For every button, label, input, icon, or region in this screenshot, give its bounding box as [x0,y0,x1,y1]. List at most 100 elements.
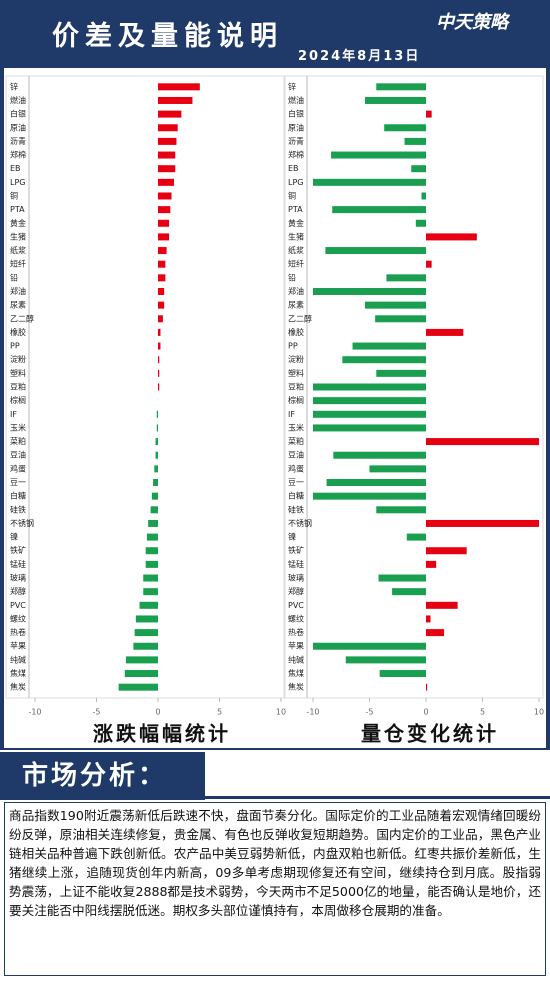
category-label: 苹果 [288,641,304,651]
bar [158,342,161,350]
category-label: EB [288,164,299,173]
category-label: 菜粕 [10,436,26,446]
bar [313,642,426,650]
bar [313,178,426,186]
bar [406,533,426,541]
category-label: 生猪 [10,231,26,241]
category-label: 生猪 [288,231,304,241]
bar [158,369,160,377]
category-label: 沥青 [288,136,304,146]
category-label: 豆粕 [10,382,26,392]
category-label: 锰硅 [288,559,304,569]
bar [384,124,426,132]
category-label: 纯碱 [10,654,26,664]
bar [158,96,193,104]
bar [421,192,426,200]
category-label: 纸浆 [288,245,304,255]
category-label: 热卷 [288,627,304,637]
x-tick-label: -10 [28,708,41,717]
category-label: 尿素 [288,300,304,310]
page-title: 价差及量能说明 [52,21,283,52]
bar [134,629,158,637]
category-label: 郑油 [288,286,304,296]
category-label: 焦炭 [10,682,26,692]
category-label: 焦炭 [288,682,304,692]
bar [375,315,426,323]
x-tick-label: -5 [93,708,101,717]
category-label: LPG [10,178,25,187]
bar [313,492,426,500]
category-label: 短纤 [10,259,26,269]
bar [333,451,426,459]
category-label: 焦煤 [10,668,26,678]
category-label: 豆一 [288,478,304,487]
bar [364,301,426,309]
bar [426,519,539,527]
x-tick-label: 0 [155,708,160,717]
bar [376,506,426,514]
category-label: 棕榈 [288,395,304,405]
category-label: 铅 [288,272,296,282]
category-label: 镍 [10,532,18,542]
category-label: 豆粕 [288,382,304,392]
bar [326,479,426,487]
bar [313,424,426,432]
category-label: 纸浆 [10,245,26,255]
bar [158,274,166,282]
x-tick-label: 10 [534,708,544,717]
bar [145,560,158,568]
category-label: 硅铁 [10,504,26,514]
bar [369,465,426,473]
bar [158,383,160,391]
category-label: 锌 [288,81,296,91]
bar [151,492,158,500]
bar [158,260,166,268]
divider [205,796,550,799]
bar [426,601,458,609]
category-label: LPG [288,178,303,187]
category-label: IF [10,410,17,419]
category-label: 铅 [10,272,18,282]
category-label: 橡胶 [10,327,26,337]
category-label: 豆油 [288,450,304,460]
bar [156,410,158,418]
bar [148,519,158,527]
category-label: 塑料 [10,368,26,378]
x-tick-label: 5 [217,708,222,717]
bar [426,547,467,555]
category-label: 黄金 [10,218,26,228]
bar [158,192,172,200]
bar [126,656,158,664]
category-label: 郑油 [10,286,26,296]
logo: 中天策略 [436,12,508,33]
plot-frame [5,75,286,699]
bar [158,151,176,159]
bar [313,410,426,418]
bar [426,110,432,118]
bar [392,588,426,596]
bar [411,165,426,173]
bar [143,574,158,582]
bar [158,233,170,241]
category-label: 燃油 [10,95,26,105]
bar [158,110,182,118]
category-label: 白银 [288,109,304,119]
category-label: 铁矿 [288,545,304,555]
category-label: 淀粉 [288,354,304,364]
bar [313,287,426,295]
category-label: IF [288,410,295,419]
bar [158,178,174,186]
bar [135,615,158,623]
category-label: 乙二醇 [288,313,312,323]
bar [376,83,426,91]
bar [378,574,426,582]
bar [155,438,158,446]
category-label: 鸡蛋 [10,463,26,473]
bar [426,260,432,268]
category-label: 白糖 [10,491,26,501]
category-label: 白糖 [288,491,304,501]
bar [143,588,158,596]
category-label: 硅铁 [288,504,304,514]
category-label: 玉米 [10,422,26,432]
